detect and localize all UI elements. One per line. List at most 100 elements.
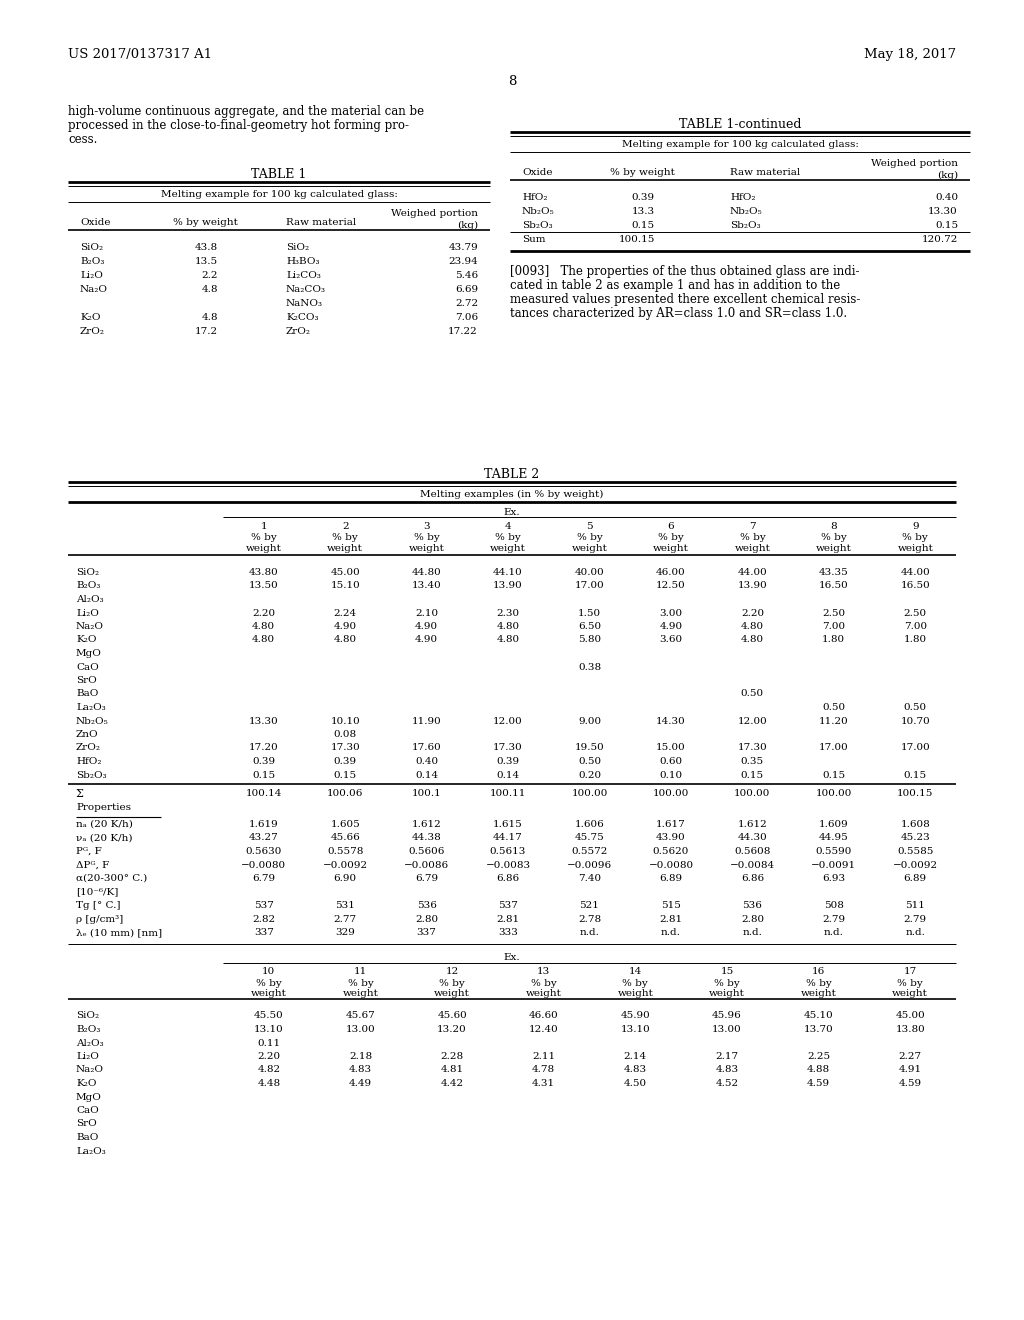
Text: ZrO₂: ZrO₂ (286, 327, 311, 337)
Text: SiO₂: SiO₂ (76, 568, 99, 577)
Text: cess.: cess. (68, 133, 97, 147)
Text: % by: % by (658, 533, 684, 543)
Text: weight: weight (246, 544, 282, 553)
Text: 0.5608: 0.5608 (734, 847, 771, 855)
Text: TABLE 2: TABLE 2 (484, 469, 540, 480)
Text: 13.80: 13.80 (895, 1026, 925, 1034)
Text: BaO: BaO (76, 1133, 98, 1142)
Text: 7.06: 7.06 (455, 313, 478, 322)
Text: 17.22: 17.22 (449, 327, 478, 337)
Text: 2.79: 2.79 (904, 915, 927, 924)
Text: Li₂CO₃: Li₂CO₃ (286, 271, 321, 280)
Text: TABLE 1-continued: TABLE 1-continued (679, 117, 801, 131)
Text: 337: 337 (254, 928, 273, 937)
Text: % by: % by (577, 533, 602, 543)
Text: 0.15: 0.15 (904, 771, 927, 780)
Text: weight: weight (434, 990, 470, 998)
Text: 17.30: 17.30 (494, 743, 523, 752)
Text: ZnO: ZnO (76, 730, 98, 739)
Text: −0.0080: −0.0080 (242, 861, 287, 870)
Text: 13.50: 13.50 (249, 582, 279, 590)
Text: n.d.: n.d. (742, 928, 762, 937)
Text: 4.81: 4.81 (440, 1065, 464, 1074)
Text: [0093]   The properties of the thus obtained glass are indi-: [0093] The properties of the thus obtain… (510, 265, 859, 279)
Text: 4.90: 4.90 (334, 622, 356, 631)
Text: cated in table 2 as example 1 and has in addition to the: cated in table 2 as example 1 and has in… (510, 279, 841, 292)
Text: 0.39: 0.39 (252, 756, 275, 766)
Text: Melting examples (in % by weight): Melting examples (in % by weight) (420, 490, 604, 499)
Text: 13.00: 13.00 (712, 1026, 741, 1034)
Text: 11.20: 11.20 (819, 717, 849, 726)
Text: 1.80: 1.80 (904, 635, 927, 644)
Text: Nb₂O₅: Nb₂O₅ (730, 207, 763, 216)
Text: 2.20: 2.20 (252, 609, 275, 618)
Text: Na₂O: Na₂O (76, 622, 104, 631)
Text: 17.00: 17.00 (900, 743, 930, 752)
Text: 0.15: 0.15 (334, 771, 356, 780)
Text: 13.70: 13.70 (804, 1026, 834, 1034)
Text: 44.17: 44.17 (494, 833, 523, 842)
Text: % by: % by (530, 978, 557, 987)
Text: 17.2: 17.2 (195, 327, 218, 337)
Text: 100.00: 100.00 (571, 789, 607, 799)
Text: 13.5: 13.5 (195, 257, 218, 267)
Text: Na₂O: Na₂O (80, 285, 108, 294)
Text: 7: 7 (750, 521, 756, 531)
Text: 0.40: 0.40 (935, 193, 958, 202)
Text: % by: % by (347, 978, 374, 987)
Text: weight: weight (328, 544, 364, 553)
Text: 45.96: 45.96 (712, 1011, 741, 1020)
Text: 0.39: 0.39 (632, 193, 655, 202)
Text: 14.30: 14.30 (656, 717, 686, 726)
Text: SiO₂: SiO₂ (286, 243, 309, 252)
Text: 2.20: 2.20 (257, 1052, 281, 1061)
Text: 2.80: 2.80 (740, 915, 764, 924)
Text: 4.90: 4.90 (415, 622, 438, 631)
Text: 6: 6 (668, 521, 674, 531)
Text: 2.82: 2.82 (252, 915, 275, 924)
Text: 7.00: 7.00 (904, 622, 927, 631)
Text: tances characterized by AR=class 1.0 and SR=class 1.0.: tances characterized by AR=class 1.0 and… (510, 308, 847, 319)
Text: 6.86: 6.86 (497, 874, 519, 883)
Text: 14: 14 (629, 968, 642, 977)
Text: % by: % by (714, 978, 739, 987)
Text: 1.615: 1.615 (494, 820, 523, 829)
Text: n.d.: n.d. (662, 928, 681, 937)
Text: 6.89: 6.89 (904, 874, 927, 883)
Text: Al₂O₃: Al₂O₃ (76, 595, 103, 605)
Text: weight: weight (490, 544, 526, 553)
Text: 4.80: 4.80 (497, 635, 519, 644)
Text: 1.612: 1.612 (737, 820, 767, 829)
Text: La₂O₃: La₂O₃ (76, 704, 105, 711)
Text: 2.20: 2.20 (740, 609, 764, 618)
Text: 43.79: 43.79 (449, 243, 478, 252)
Text: 6.93: 6.93 (822, 874, 846, 883)
Text: processed in the close-to-final-geometry hot forming pro-: processed in the close-to-final-geometry… (68, 119, 409, 132)
Text: 0.38: 0.38 (578, 663, 601, 672)
Text: 13.00: 13.00 (345, 1026, 376, 1034)
Text: 43.27: 43.27 (249, 833, 279, 842)
Text: 508: 508 (824, 902, 844, 909)
Text: 4.78: 4.78 (532, 1065, 555, 1074)
Text: 4.83: 4.83 (349, 1065, 372, 1074)
Text: 2.2: 2.2 (202, 271, 218, 280)
Text: 2.81: 2.81 (659, 915, 683, 924)
Text: −0.0083: −0.0083 (485, 861, 530, 870)
Text: 0.5590: 0.5590 (816, 847, 852, 855)
Text: weight: weight (801, 990, 837, 998)
Text: 2.72: 2.72 (455, 300, 478, 308)
Text: 2.24: 2.24 (334, 609, 356, 618)
Text: 2.17: 2.17 (716, 1052, 738, 1061)
Text: 0.15: 0.15 (822, 771, 846, 780)
Text: 12: 12 (445, 968, 459, 977)
Text: 1.609: 1.609 (819, 820, 849, 829)
Text: 0.50: 0.50 (578, 756, 601, 766)
Text: % by: % by (251, 533, 276, 543)
Text: K₂O: K₂O (76, 1078, 96, 1088)
Text: Melting example for 100 kg calculated glass:: Melting example for 100 kg calculated gl… (161, 190, 397, 199)
Text: 0.14: 0.14 (415, 771, 438, 780)
Text: Nb₂O₅: Nb₂O₅ (522, 207, 555, 216)
Text: 0.14: 0.14 (497, 771, 519, 780)
Text: TABLE 1: TABLE 1 (251, 168, 306, 181)
Text: (kg): (kg) (937, 172, 958, 180)
